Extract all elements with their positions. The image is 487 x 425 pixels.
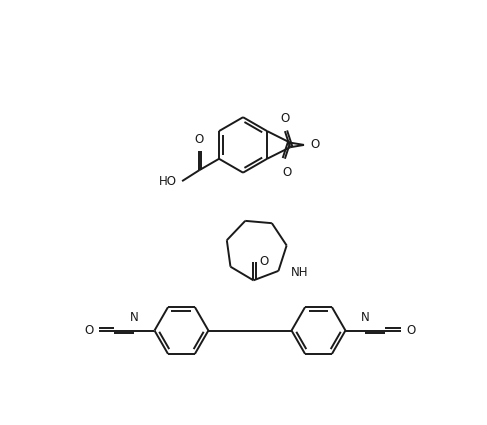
Text: O: O (282, 166, 292, 178)
Text: O: O (281, 112, 290, 125)
Text: O: O (406, 324, 415, 337)
Text: O: O (310, 139, 319, 151)
Text: N: N (361, 311, 370, 323)
Text: O: O (260, 255, 269, 268)
Text: N: N (130, 311, 139, 323)
Text: HO: HO (159, 175, 177, 187)
Text: O: O (194, 133, 204, 146)
Text: NH: NH (291, 266, 308, 279)
Text: O: O (85, 324, 94, 337)
